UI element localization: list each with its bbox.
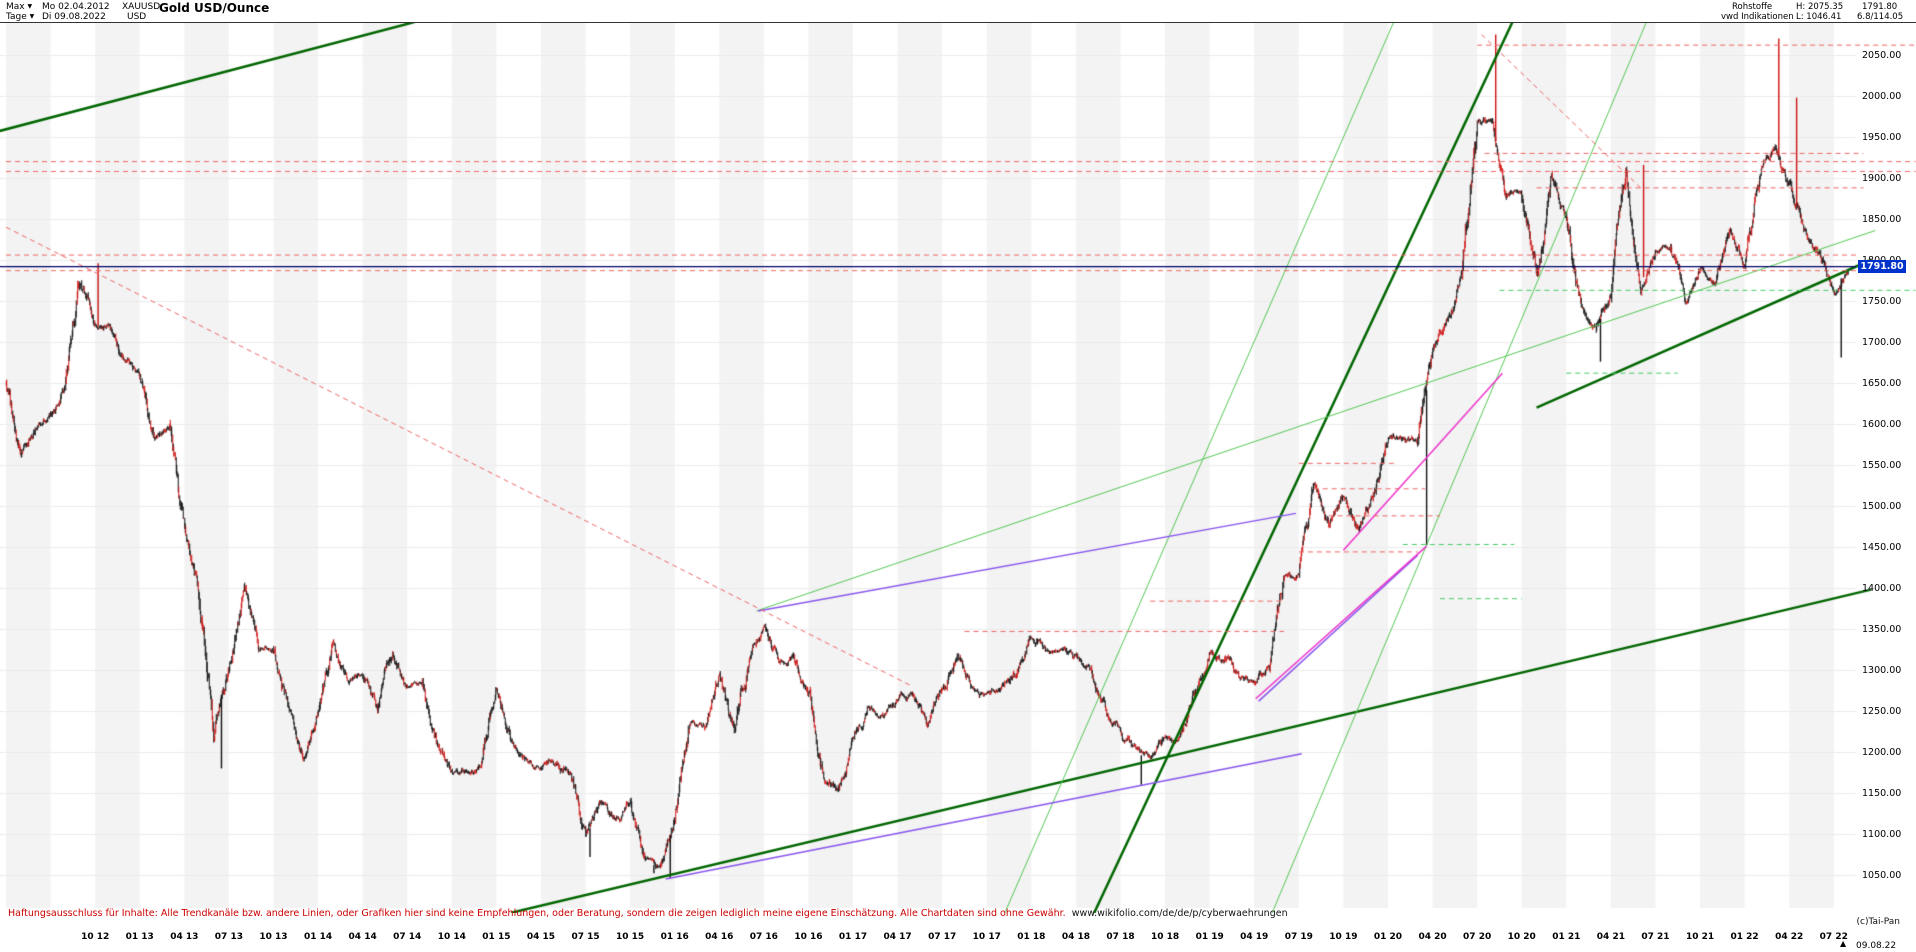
disclaimer-url[interactable]: www.wikifolio.com/de/de/p/cyberwaehrunge… <box>1071 908 1288 919</box>
bottom-date-label: 09.08.22 <box>1856 941 1897 951</box>
page-title: Gold USD/Ounce <box>159 1 270 15</box>
price-axis-label: 1350.00 <box>1862 624 1902 635</box>
quote-source-label: vwd Indikationen <box>1721 12 1794 22</box>
price-axis-label: 1500.00 <box>1862 501 1902 512</box>
x-axis-label: 10 14 <box>437 932 466 942</box>
chart-start-date: Mo 02.04.2012 <box>42 2 110 12</box>
indicator-value: 6.8/114.05 <box>1857 12 1904 22</box>
x-axis-label: 04 20 <box>1418 932 1447 942</box>
x-axis-label: 04 22 <box>1775 932 1804 942</box>
x-axis-label: 01 17 <box>838 932 868 942</box>
x-axis-label: 10 15 <box>616 932 645 942</box>
x-axis-label: 07 18 <box>1106 932 1135 942</box>
scroll-arrow-icon[interactable]: ▲ <box>1840 939 1847 948</box>
chart-header: Max ▼ Tage ▼ Mo 02.04.2012 Di 09.08.2022… <box>0 0 1916 23</box>
current-price-tag: 1791.80 <box>1858 260 1906 274</box>
x-axis-label: 07 13 <box>214 932 243 942</box>
price-axis-label: 1450.00 <box>1862 542 1902 553</box>
price-axis-label: 1600.00 <box>1862 419 1902 430</box>
x-axis-label: 04 19 <box>1240 932 1269 942</box>
currency-label: USD <box>127 12 147 22</box>
x-axis-label: 04 14 <box>348 932 377 942</box>
chevron-down-icon: ▼ <box>29 13 35 20</box>
chevron-down-icon: ▼ <box>27 3 33 10</box>
x-axis-label: 10 20 <box>1507 932 1536 942</box>
price-axis-label: 2000.00 <box>1862 91 1902 102</box>
x-axis-label: 10 16 <box>794 932 823 942</box>
price-axis-label: 1050.00 <box>1862 870 1902 881</box>
price-axis-label: 1950.00 <box>1862 132 1902 143</box>
x-axis-label: 01 18 <box>1017 932 1046 942</box>
low-value: L: 1046.41 <box>1796 12 1842 22</box>
range-selector-label: Max <box>6 2 25 12</box>
price-axis-label: 1400.00 <box>1862 583 1902 594</box>
x-axis-label: 07 14 <box>393 932 422 942</box>
disclaimer-body: Haftungsausschluss für Inhalte: Alle Tre… <box>8 908 1066 919</box>
chart-end-date: Di 09.08.2022 <box>42 12 106 22</box>
x-axis-label: 07 16 <box>749 932 778 942</box>
x-axis-label: 07 19 <box>1284 932 1313 942</box>
x-axis-label: 04 13 <box>170 932 199 942</box>
price-axis-label: 1200.00 <box>1862 747 1902 758</box>
x-axis-label: 01 13 <box>125 932 154 942</box>
x-axis-label: 04 17 <box>883 932 912 942</box>
x-axis-label: 10 21 <box>1685 932 1715 942</box>
symbol-label: XAUUSD <box>122 2 161 12</box>
price-axis-label: 1300.00 <box>1862 665 1902 676</box>
x-axis-label: 04 18 <box>1061 932 1090 942</box>
x-axis-label: 07 15 <box>571 932 600 942</box>
x-axis-label: 01 20 <box>1373 932 1403 942</box>
disclaimer-text: Haftungsausschluss für Inhalte: Alle Tre… <box>8 908 1288 919</box>
price-axis-label: 1650.00 <box>1862 378 1902 389</box>
period-selector[interactable]: Tage ▼ <box>6 12 34 22</box>
x-axis-label: 01 15 <box>482 932 511 942</box>
x-axis-label: 01 21 <box>1552 932 1581 942</box>
x-axis-label: 07 21 <box>1641 932 1670 942</box>
high-value: H: 2075.35 <box>1796 2 1844 12</box>
price-axis-label: 1900.00 <box>1862 173 1902 184</box>
copyright-label: (c)Tai-Pan <box>1856 917 1900 927</box>
price-axis-label: 1700.00 <box>1862 337 1902 348</box>
period-selector-label: Tage <box>6 12 27 22</box>
range-selector[interactable]: Max ▼ <box>6 2 32 12</box>
x-axis-label: 01 19 <box>1195 932 1224 942</box>
x-axis-label: 04 21 <box>1596 932 1625 942</box>
x-axis-label: 07 20 <box>1463 932 1492 942</box>
x-axis-label: 01 14 <box>303 932 333 942</box>
chart-area: 2050.002000.001950.001900.001850.001800.… <box>0 23 1916 913</box>
last-price-value: 1791.80 <box>1862 2 1898 12</box>
price-axis-label: 1850.00 <box>1862 214 1902 225</box>
price-axis-label: 1550.00 <box>1862 460 1902 471</box>
x-axis-label: 04 16 <box>705 932 734 942</box>
category-label: Rohstoffe <box>1732 2 1773 12</box>
price-axis-label: 1150.00 <box>1862 788 1902 799</box>
price-axis-label: 2050.00 <box>1862 50 1902 61</box>
x-axis-label: 10 19 <box>1329 932 1358 942</box>
price-axis-label: 1250.00 <box>1862 706 1902 717</box>
x-axis-label: 10 17 <box>972 932 1001 942</box>
x-axis-label: 01 22 <box>1730 932 1759 942</box>
x-axis-label: 01 16 <box>660 932 689 942</box>
price-axis-label: 1100.00 <box>1862 829 1902 840</box>
x-axis-label: 10 18 <box>1150 932 1180 942</box>
x-axis-label: 07 17 <box>928 932 957 942</box>
price-chart-canvas[interactable] <box>0 23 1916 913</box>
x-axis-label: 10 13 <box>259 932 288 942</box>
x-axis-label: 10 12 <box>81 932 110 942</box>
price-axis-label: 1750.00 <box>1862 296 1902 307</box>
x-axis-label: 04 15 <box>526 932 556 942</box>
